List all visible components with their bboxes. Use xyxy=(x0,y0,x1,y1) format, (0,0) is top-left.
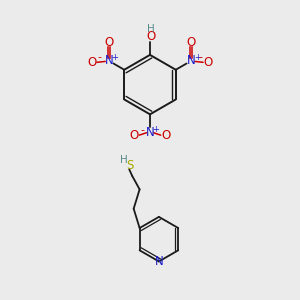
Text: N: N xyxy=(154,255,163,268)
Text: O: O xyxy=(87,56,97,69)
Text: S: S xyxy=(127,159,134,172)
Text: N: N xyxy=(187,54,196,67)
Text: H: H xyxy=(147,24,155,34)
Text: O: O xyxy=(104,36,113,49)
Text: O: O xyxy=(130,129,139,142)
Text: H: H xyxy=(120,155,128,165)
Text: N: N xyxy=(104,54,113,67)
Text: -: - xyxy=(140,125,144,135)
Text: +: + xyxy=(152,125,159,134)
Text: -: - xyxy=(98,52,102,63)
Text: O: O xyxy=(161,129,170,142)
Text: N: N xyxy=(146,126,154,139)
Text: O: O xyxy=(146,30,155,43)
Text: -: - xyxy=(198,52,202,63)
Text: O: O xyxy=(187,36,196,49)
Text: +: + xyxy=(111,53,118,62)
Text: O: O xyxy=(203,56,213,69)
Text: +: + xyxy=(194,53,201,62)
